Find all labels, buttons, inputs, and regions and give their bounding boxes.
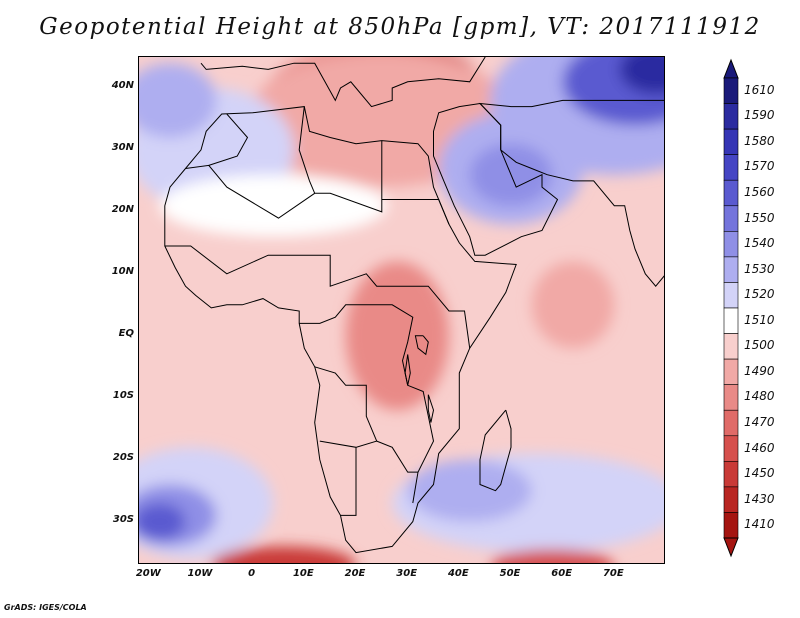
country-border-5 <box>376 440 418 473</box>
lat-tick-label: 20S <box>112 451 134 463</box>
colorbar-level-label: 1520 <box>744 287 775 302</box>
height-field-southern-low-east <box>490 549 614 563</box>
colorbar-top-arrow <box>723 58 739 79</box>
lat-tick-label: 30N <box>111 141 134 153</box>
europe-coastline <box>200 57 486 108</box>
colorbar-level-label: 1570 <box>744 159 775 174</box>
colorbar-level-label: 1580 <box>744 133 775 148</box>
lon-tick-label: 0 <box>248 568 256 579</box>
colorbar-level-label: 1610 <box>744 82 775 97</box>
lon-tick-label: 40E <box>447 568 469 579</box>
colorbar-level-label: 1480 <box>744 389 775 404</box>
colorbar-swatch <box>723 409 739 437</box>
map-title: Geopotential Height at 850hPa [gpm], VT:… <box>39 14 761 40</box>
colorbar-swatch <box>723 154 739 181</box>
colorbar-level-label: 1410 <box>744 517 775 532</box>
colorbar-level-label: 1540 <box>744 236 775 251</box>
lon-tick-label: 70E <box>602 568 624 579</box>
map-plot-area <box>138 56 665 564</box>
lat-tick-label: 10N <box>111 265 134 277</box>
map-canvas <box>139 57 664 563</box>
height-field-southern-low-west <box>211 546 356 563</box>
height-field-indian-ocean-low <box>531 261 615 349</box>
height-field-south-atlantic-high-core <box>139 503 186 541</box>
colorbar-swatch <box>723 486 739 513</box>
colorbar-level-label: 1430 <box>744 491 775 506</box>
country-border-2 <box>299 304 435 504</box>
colorbar-level-label: 1500 <box>744 338 775 353</box>
colorbar-level-label: 1550 <box>744 210 775 225</box>
height-field-south-indian-high <box>407 459 532 522</box>
colorbar-swatch <box>723 512 739 539</box>
lon-tick-label: 10E <box>292 568 314 579</box>
africa-coastline <box>164 106 517 554</box>
colorbar-swatch <box>723 77 739 104</box>
country-border-4 <box>340 447 357 516</box>
lat-tick-label: 10S <box>112 389 134 401</box>
colorbar-bottom-arrow <box>723 537 739 558</box>
colorbar-swatch <box>723 256 739 283</box>
colorbar-swatch <box>723 461 739 488</box>
lon-tick-label: 60E <box>551 568 573 579</box>
lon-tick-label: 30E <box>396 568 418 579</box>
lon-tick-label: 20E <box>344 568 366 579</box>
colorbar-swatch <box>723 205 739 232</box>
colorbar-swatch <box>723 384 739 411</box>
colorbar-level-label: 1530 <box>744 261 775 276</box>
lake-outline-0 <box>414 335 429 356</box>
lon-tick-label: 20W <box>135 568 161 579</box>
lat-tick-label: 30S <box>112 513 134 525</box>
colorbar-swatch <box>723 307 739 334</box>
colorbar-swatch <box>723 358 739 385</box>
height-field-central-africa-trough <box>345 261 449 411</box>
lon-tick-label: 10W <box>187 568 213 579</box>
country-border-0 <box>185 140 383 219</box>
country-border-8 <box>298 106 316 194</box>
height-field-sahara-neutral <box>159 174 387 237</box>
country-border-1 <box>164 245 471 349</box>
colorbar-level-label: 1510 <box>744 312 775 327</box>
country-border-7 <box>208 113 249 166</box>
height-field-atlantic-high <box>139 63 217 138</box>
colorbar-level-label: 1490 <box>744 363 775 378</box>
madagascar-coastline <box>479 409 512 492</box>
colorbar-swatch <box>723 103 739 130</box>
colorbar-level-label: 1460 <box>744 440 775 455</box>
colorbar-level-label: 1450 <box>744 466 775 481</box>
colorbar-level-label: 1590 <box>744 108 775 123</box>
grads-credit: GrADS: IGES/COLA <box>4 603 87 612</box>
colorbar-swatch <box>723 231 739 258</box>
colorbar-level-label: 1470 <box>744 415 775 429</box>
country-border-3 <box>314 366 378 448</box>
colorbar-swatch <box>723 179 739 207</box>
lat-tick-label: EQ <box>118 327 134 339</box>
colorbar-swatch <box>723 282 739 309</box>
country-border-6 <box>381 199 450 225</box>
lat-tick-label: 20N <box>111 203 134 215</box>
lat-tick-label: 40N <box>111 79 134 91</box>
colorbar-swatch <box>723 333 739 360</box>
colorbar-swatch <box>723 128 739 155</box>
colorbar-level-label: 1560 <box>744 185 775 199</box>
lake-outline-2 <box>427 394 435 423</box>
colorbar-swatch <box>723 435 739 462</box>
height-field-asia-high-core <box>619 57 664 95</box>
arabia-coastline <box>433 102 559 256</box>
lon-tick-label: 50E <box>499 568 521 579</box>
west-asia-coastline <box>478 99 664 287</box>
